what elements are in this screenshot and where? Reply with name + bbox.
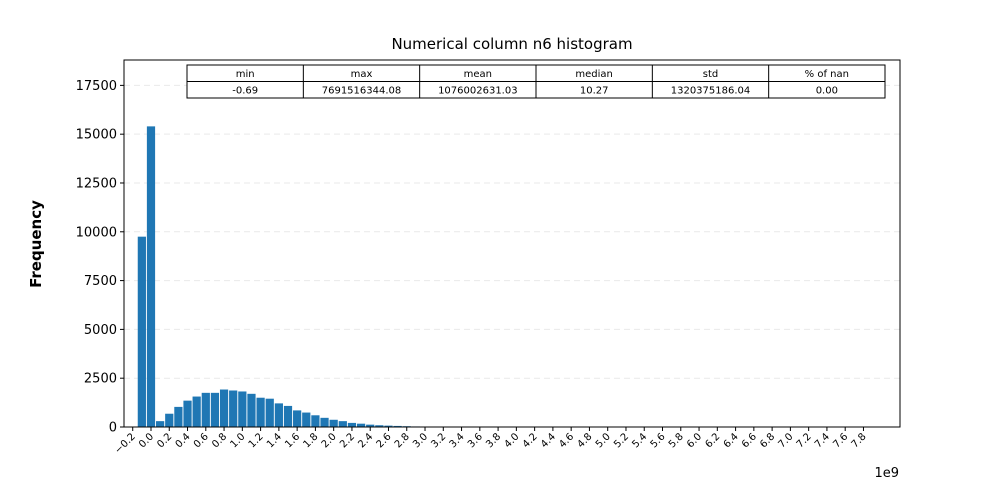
histogram-bar xyxy=(219,389,229,427)
y-tick-label: 15000 xyxy=(76,128,117,143)
x-tick-label: 3.4 xyxy=(448,431,467,450)
histogram-bar xyxy=(165,413,174,427)
histogram-bar xyxy=(366,424,375,427)
histogram-bar xyxy=(338,421,347,427)
stats-header-cell: median xyxy=(575,69,613,80)
x-tick-label: 1.8 xyxy=(302,431,321,450)
x-tick-label: 5.4 xyxy=(630,431,649,450)
y-tick-label: 17500 xyxy=(76,79,117,94)
y-tick-label: 10000 xyxy=(76,225,117,240)
x-tick-label: 3.2 xyxy=(429,431,448,450)
histogram-bar xyxy=(293,410,302,427)
chart-title: Numerical column n6 histogram xyxy=(391,35,632,53)
x-tick-label: 7.6 xyxy=(831,431,850,450)
x-tick-label: 2.2 xyxy=(338,431,357,450)
x-tick-label: 4.4 xyxy=(539,431,558,450)
x-tick-label: 1.6 xyxy=(283,431,302,450)
x-tick-label: 1.0 xyxy=(228,431,247,450)
histogram-bar xyxy=(356,423,366,427)
x-tick-label: 0.2 xyxy=(155,431,174,450)
histogram-bar xyxy=(320,417,329,427)
histogram-bar xyxy=(265,398,274,427)
bars xyxy=(137,126,548,427)
histogram-bar xyxy=(384,425,393,427)
histogram-bar xyxy=(183,400,192,427)
x-tick-label: 0.8 xyxy=(210,431,229,450)
stats-header-cell: min xyxy=(236,69,255,80)
x-tick-label: 5.2 xyxy=(612,431,631,450)
histogram-bar xyxy=(256,397,265,427)
x-tick-label: 5.8 xyxy=(667,431,686,450)
x-tick-label: 7.4 xyxy=(813,431,832,450)
x-axis: −0.2 0.0 0.2 0.4 0.6 0.8 1.0 1.2 1.4 1.6 1.8 2.0 2.2… xyxy=(113,427,869,456)
histogram-bar xyxy=(201,392,210,427)
y-tick-label: 5000 xyxy=(84,323,117,338)
stats-header-cell: max xyxy=(351,69,373,80)
stats-header-cell: % of nan xyxy=(805,69,849,80)
histogram-bar xyxy=(247,393,256,427)
x-tick-label: 5.0 xyxy=(594,431,613,450)
stats-value-cell: 1320375186.04 xyxy=(671,85,751,96)
x-tick-label: 2.8 xyxy=(393,431,412,450)
histogram-bar xyxy=(137,236,146,427)
y-axis-label: Frequency xyxy=(27,200,45,288)
histogram-bar xyxy=(156,421,165,427)
histogram-bar xyxy=(375,425,384,427)
x-tick-label: 4.8 xyxy=(576,431,595,450)
x-tick-label: 3.0 xyxy=(411,431,430,450)
x-tick-label: 6.8 xyxy=(758,431,777,450)
x-tick-label: 2.4 xyxy=(356,431,375,450)
x-offset-label: 1e9 xyxy=(874,466,899,480)
x-tick-label: 3.8 xyxy=(484,431,503,450)
histogram-bar xyxy=(146,126,156,427)
stats-value-cell: 7691516344.08 xyxy=(322,85,402,96)
x-tick-label: 1.4 xyxy=(265,431,284,450)
x-tick-label: 6.2 xyxy=(703,431,722,450)
x-tick-label: 7.2 xyxy=(795,431,814,450)
y-tick-label: 0 xyxy=(109,421,117,436)
stats-table: min -0.69 max 7691516344.08 mean 1076002631.0… xyxy=(186,64,886,99)
x-tick-label: 4.2 xyxy=(521,431,540,450)
histogram-bar xyxy=(192,396,201,427)
x-tick-label: 0.4 xyxy=(174,431,193,450)
x-tick-label: 6.0 xyxy=(685,431,704,450)
histogram-bar xyxy=(393,425,402,427)
x-tick-label: 2.0 xyxy=(320,431,339,450)
x-tick-label: 3.6 xyxy=(466,431,485,450)
x-tick-label: 4.0 xyxy=(502,431,521,450)
x-tick-label: 0.0 xyxy=(137,431,156,450)
histogram-bar xyxy=(302,412,311,427)
histogram-bar xyxy=(238,391,247,427)
grid-lines xyxy=(124,84,900,428)
stats-header-cell: mean xyxy=(464,69,492,80)
x-tick-label: 4.6 xyxy=(557,431,576,450)
x-tick-label: 1.2 xyxy=(247,431,266,450)
y-tick-label: 7500 xyxy=(84,274,117,289)
x-tick-label: 0.6 xyxy=(192,431,211,450)
y-tick-label: 2500 xyxy=(84,372,117,387)
x-tick-label: 6.6 xyxy=(740,431,759,450)
x-tick-label: 7.8 xyxy=(850,431,869,450)
stats-header-cell: std xyxy=(703,69,718,80)
x-tick-label: 5.6 xyxy=(649,431,668,450)
x-tick-label: 6.4 xyxy=(722,431,741,450)
histogram-bar xyxy=(274,403,283,427)
stats-value-cell: 0.00 xyxy=(816,85,838,96)
y-tick-label: 12500 xyxy=(76,176,117,191)
histogram-bar xyxy=(347,422,357,427)
x-tick-label: 7.0 xyxy=(776,431,795,450)
histogram-bar xyxy=(210,392,220,427)
stats-value-cell: 1076002631.03 xyxy=(438,85,518,96)
histogram-bar xyxy=(229,390,238,427)
plot-frame xyxy=(123,59,901,428)
histogram-bar xyxy=(329,419,338,427)
y-axis: 0 2500 5000 7500 10000 12500 15000 17500 xyxy=(76,79,124,436)
x-tick-label: 2.6 xyxy=(375,431,394,450)
stats-value-cell: 10.27 xyxy=(580,85,609,96)
histogram-bar xyxy=(283,405,293,427)
histogram-bar xyxy=(311,415,320,427)
stats-value-cell: -0.69 xyxy=(232,85,258,96)
histogram-bar xyxy=(174,406,183,427)
